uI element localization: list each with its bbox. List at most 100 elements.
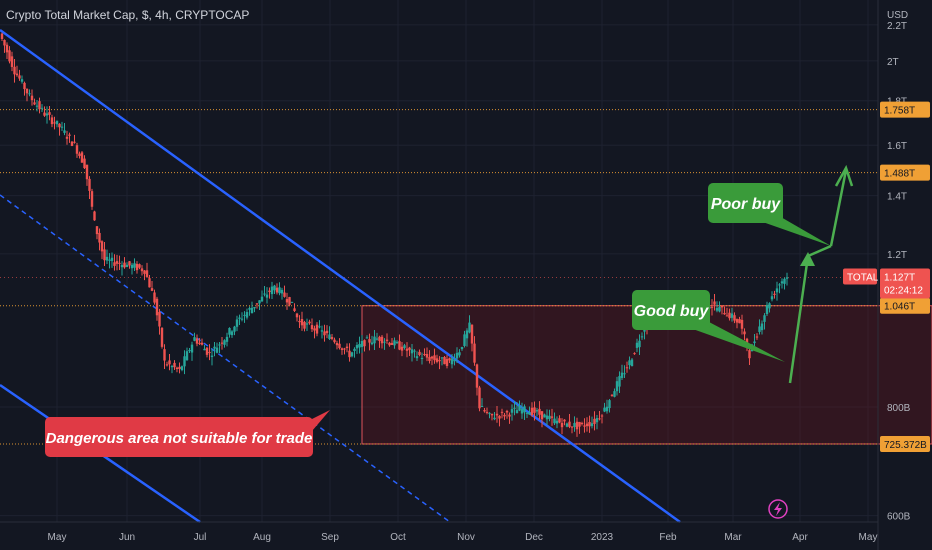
candle-body bbox=[248, 308, 251, 310]
candle-body bbox=[298, 321, 301, 323]
candle-body bbox=[423, 354, 426, 356]
candle-body bbox=[400, 346, 404, 351]
candle-body bbox=[173, 362, 176, 368]
candle-body bbox=[580, 422, 584, 424]
x-tick-label: Jun bbox=[119, 532, 135, 543]
candle-body bbox=[43, 112, 46, 116]
y-tick-label: 1.2T bbox=[887, 250, 907, 261]
candle-body bbox=[128, 261, 131, 266]
candle-body bbox=[763, 315, 766, 322]
candle-body bbox=[530, 407, 534, 416]
candle-body bbox=[235, 319, 239, 327]
candle-body bbox=[180, 366, 184, 371]
candle-body bbox=[568, 421, 571, 427]
candle-body bbox=[535, 410, 539, 412]
candle-body bbox=[223, 340, 226, 345]
candle-body bbox=[350, 352, 354, 357]
candle-body bbox=[755, 336, 759, 338]
candle-body bbox=[8, 50, 11, 62]
candle-body bbox=[45, 113, 49, 116]
candle-body bbox=[288, 297, 291, 305]
candle-body bbox=[533, 407, 536, 413]
candle-body bbox=[588, 421, 591, 427]
candle-body bbox=[448, 358, 451, 361]
candle-body bbox=[315, 324, 319, 334]
candle-body bbox=[395, 341, 399, 343]
candle-body bbox=[20, 79, 24, 82]
candle-body bbox=[785, 277, 789, 279]
candle-body bbox=[275, 287, 279, 293]
candle-body bbox=[130, 264, 134, 269]
candle-body bbox=[240, 318, 244, 320]
candle-body bbox=[390, 342, 394, 345]
candle-body bbox=[420, 357, 424, 359]
candle-body bbox=[225, 336, 229, 342]
candle-body bbox=[433, 355, 436, 361]
candle-body bbox=[120, 265, 124, 268]
candle-body bbox=[155, 298, 159, 316]
price-level-label: 1.758T bbox=[884, 106, 915, 117]
candle-body bbox=[393, 340, 396, 346]
x-tick-label: May bbox=[48, 532, 67, 543]
x-tick-label: Dec bbox=[525, 532, 543, 543]
candle-body bbox=[253, 306, 256, 309]
y-tick-label: 1.4T bbox=[887, 192, 907, 203]
candle-body bbox=[540, 411, 544, 420]
candle-body bbox=[488, 412, 491, 414]
candle-body bbox=[295, 313, 299, 318]
candle-body bbox=[583, 425, 586, 427]
candle-body bbox=[503, 414, 506, 417]
candle-body bbox=[605, 406, 609, 412]
candle-body bbox=[345, 346, 349, 349]
candle-body bbox=[103, 249, 106, 261]
candle-body bbox=[725, 315, 729, 317]
candle-body bbox=[358, 344, 361, 348]
projection-arrow-3 bbox=[829, 169, 848, 247]
candle-body bbox=[323, 331, 326, 336]
candle-body bbox=[238, 317, 241, 319]
candle-body bbox=[515, 410, 519, 414]
candle-body bbox=[208, 352, 211, 354]
candle-body bbox=[453, 360, 456, 362]
candle-body bbox=[740, 319, 744, 329]
x-tick-label: May bbox=[859, 532, 878, 543]
chart-title: Crypto Total Market Cap, $, 4h, CRYPTOCA… bbox=[6, 8, 250, 22]
candle-body bbox=[188, 350, 191, 352]
candle-body bbox=[308, 321, 311, 324]
candle-body bbox=[563, 419, 566, 422]
candle-body bbox=[40, 107, 44, 109]
candle-body bbox=[70, 141, 74, 146]
candle-body bbox=[60, 126, 64, 128]
candle-body bbox=[378, 336, 381, 341]
candle-body bbox=[370, 342, 374, 345]
candle-body bbox=[90, 191, 94, 207]
candle-body bbox=[228, 327, 231, 335]
candle-body bbox=[123, 262, 126, 268]
symbol-label: TOTAL bbox=[847, 273, 879, 284]
candle-body bbox=[428, 357, 431, 361]
candle-body bbox=[735, 319, 739, 323]
candle-body bbox=[335, 343, 339, 346]
candle-body bbox=[638, 340, 641, 348]
candle-body bbox=[195, 338, 199, 344]
candle-body bbox=[353, 348, 356, 352]
candle-body bbox=[23, 82, 26, 90]
candle-body bbox=[273, 285, 276, 291]
candle-body bbox=[318, 326, 321, 328]
candle-body bbox=[115, 261, 119, 264]
x-tick-label: Feb bbox=[659, 532, 677, 543]
candle-body bbox=[270, 286, 274, 295]
currency-label: USD bbox=[887, 10, 908, 21]
y-tick-label: 600B bbox=[887, 512, 911, 523]
candle-body bbox=[360, 340, 364, 347]
candle-body bbox=[153, 292, 156, 303]
candle-body bbox=[625, 367, 629, 369]
candle-body bbox=[83, 158, 86, 169]
candle-body bbox=[343, 348, 346, 350]
candle-body bbox=[468, 322, 471, 333]
price-level-label: 1.488T bbox=[884, 169, 915, 180]
candle-body bbox=[118, 262, 121, 264]
current-price-tag bbox=[880, 268, 930, 299]
candle-body bbox=[110, 257, 114, 261]
candle-body bbox=[18, 75, 21, 79]
